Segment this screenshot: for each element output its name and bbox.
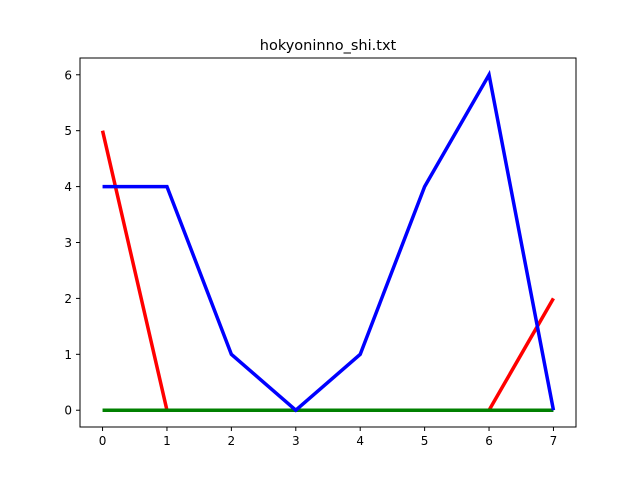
y-tick-label: 3 — [64, 236, 72, 250]
y-tick-label: 0 — [64, 404, 72, 418]
x-tick-label: 2 — [228, 434, 236, 448]
axes-layer: 0 1 2 3 4 5 6 7 0 1 2 3 4 5 6 — [64, 57, 577, 448]
y-tick-label: 2 — [64, 292, 72, 306]
x-tick-label: 6 — [485, 434, 493, 448]
x-tick-label: 5 — [421, 434, 429, 448]
series-line-2 — [102, 69, 556, 413]
y-tick-label: 4 — [64, 180, 72, 194]
x-tick-label: 4 — [356, 434, 364, 448]
y-tick-label: 6 — [64, 68, 72, 82]
chart-title: hokyoninno_shi.txt — [260, 38, 397, 54]
x-tick-label: 7 — [550, 434, 558, 448]
y-tick-label: 1 — [64, 348, 72, 362]
y-tick-label: 5 — [64, 124, 72, 138]
x-tick-label: 3 — [292, 434, 300, 448]
series-layer — [100, 69, 556, 413]
x-tick-label: 0 — [99, 434, 107, 448]
x-tick-label: 1 — [163, 434, 171, 448]
